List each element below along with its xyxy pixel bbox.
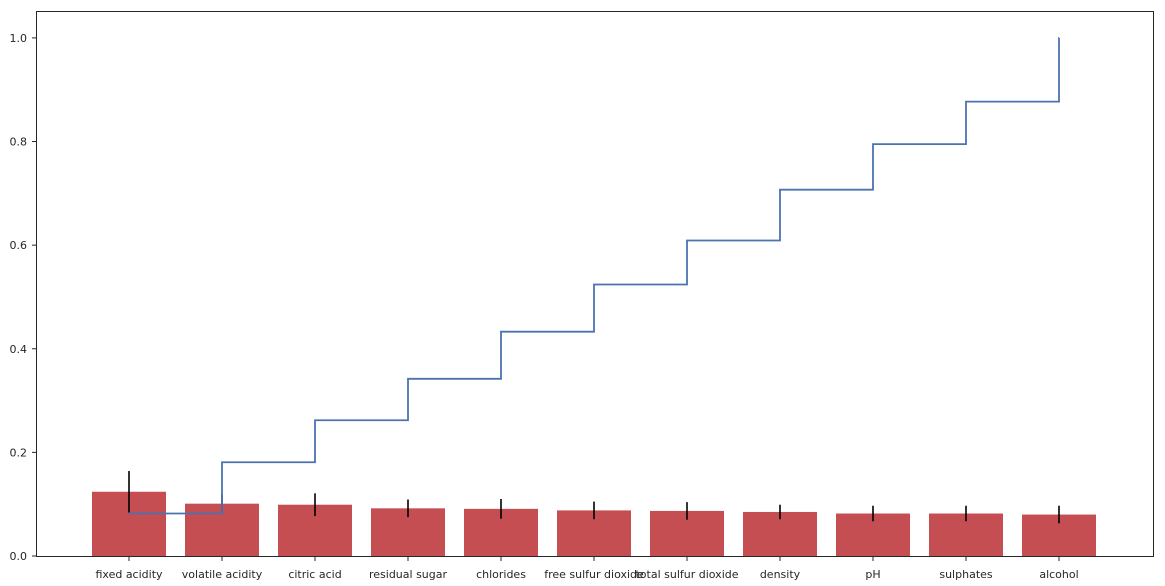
x-tick-label-7: density [760, 568, 801, 581]
y-tick-label-1: 0.2 [10, 446, 28, 459]
x-tick-label-10: alcohol [1039, 568, 1078, 581]
x-tick-label-5: free sulfur dioxide [544, 568, 644, 581]
x-tick-label-2: citric acid [288, 568, 341, 581]
y-tick-label-2: 0.4 [10, 343, 28, 356]
axes-frame [36, 11, 1154, 557]
y-tick-label-0: 0.0 [10, 550, 28, 563]
x-tick-label-4: chlorides [476, 568, 526, 581]
x-tick-label-6: total sulfur dioxide [635, 568, 738, 581]
x-tick-label-0: fixed acidity [95, 568, 163, 581]
x-tick-label-1: volatile acidity [182, 568, 263, 581]
y-tick-label-3: 0.6 [10, 239, 28, 252]
cumulative-step-line [129, 37, 1060, 515]
y-axis: 0.0 0.2 0.4 0.6 0.8 1.0 [10, 32, 37, 563]
y-tick-label-4: 0.8 [10, 136, 28, 149]
x-tick-label-8: pH [865, 568, 880, 581]
bar-7 [743, 511, 817, 556]
x-axis: fixed acidity volatile acidity citric acid… [95, 556, 1079, 581]
plot-area [92, 37, 1096, 556]
x-tick-label-3: residual sugar [369, 568, 448, 581]
y-tick-label-5: 1.0 [10, 32, 28, 45]
x-tick-label-9: sulphates [939, 568, 993, 581]
